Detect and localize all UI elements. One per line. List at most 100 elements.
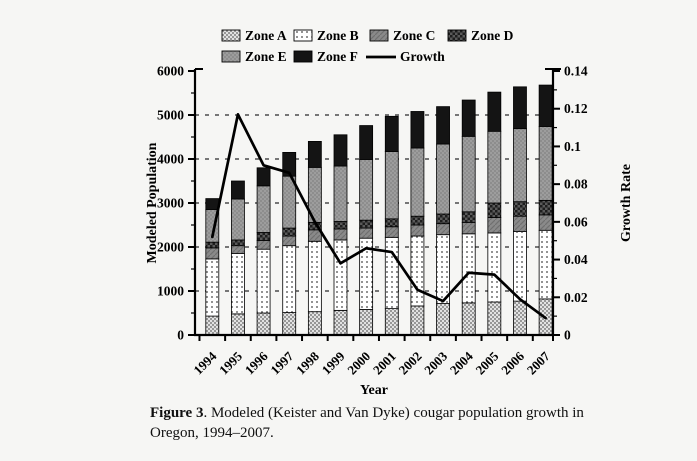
- bar-2003: [436, 106, 450, 336]
- bar-1998-zone-a: [307, 311, 322, 336]
- bar-2003-zone-c: [436, 223, 450, 236]
- bar-2006-zone-f: [513, 86, 527, 130]
- bar-2006-zone-e: [513, 128, 527, 203]
- x-tick-1998: 1998: [293, 348, 322, 377]
- x-tick-2004: 2004: [447, 348, 476, 377]
- bar-1994-zone-a: [205, 315, 220, 336]
- bar-2001-zone-f: [384, 115, 399, 152]
- bar-2000-zone-d: [359, 219, 374, 229]
- left-tick-2000: 2000: [157, 240, 184, 255]
- bar-2005-zone-e: [487, 130, 502, 204]
- bar-2000-zone-a: [359, 309, 374, 336]
- bar-2001: [384, 115, 399, 336]
- legend-label: Zone E: [245, 49, 287, 64]
- bar-2004-zone-b: [461, 233, 476, 304]
- bar-1999-zone-e: [333, 165, 348, 222]
- bar-2005-zone-c: [487, 217, 502, 234]
- bar-1996-zone-a: [256, 312, 271, 336]
- legend: Zone A Zone B Zone C Zone D Zone E Zone F Grow…: [221, 28, 514, 64]
- bar-2003-zone-e: [436, 143, 450, 215]
- bar-2007-zone-e: [538, 126, 553, 201]
- bar-2000-zone-c: [359, 227, 374, 239]
- right-tick-0.04: 0.04: [564, 252, 588, 267]
- bar-2006-zone-c: [513, 215, 527, 232]
- bar-1998-zone-b: [307, 240, 322, 313]
- bar-2002-zone-e: [410, 147, 425, 217]
- bar-1999-zone-a: [333, 309, 348, 336]
- bar-1996: [256, 167, 271, 336]
- legend-item-zone-a: Zone A: [221, 28, 287, 43]
- bar-1995-zone-c: [231, 245, 245, 254]
- bar-2006: [513, 86, 527, 336]
- bar-2002-zone-a: [410, 305, 425, 336]
- bar-1995-zone-d: [231, 239, 245, 247]
- bar-1995-zone-f: [231, 180, 245, 200]
- bar-1998: [307, 140, 322, 336]
- bar-1996-zone-b: [256, 248, 271, 314]
- bar-1999-zone-d: [333, 221, 348, 230]
- bar-1997-zone-d: [282, 227, 297, 237]
- bar-2007-zone-f: [538, 84, 553, 127]
- bar-1997: [282, 151, 297, 336]
- bar-2005-zone-a: [487, 301, 502, 336]
- x-tick-1996: 1996: [242, 348, 271, 377]
- bar-2004-zone-e: [461, 135, 476, 213]
- bar-2006-zone-d: [513, 201, 527, 217]
- bar-2004: [461, 99, 476, 336]
- right-tick-0.12: 0.12: [564, 101, 588, 116]
- x-tick-1997: 1997: [267, 348, 296, 377]
- bar-1994-zone-b: [205, 258, 220, 317]
- bar-2005: [487, 91, 502, 336]
- bar-2001-zone-a: [384, 308, 399, 336]
- bar-1994-zone-d: [205, 241, 220, 249]
- legend-item-zone-f: Zone F: [293, 49, 358, 64]
- bar-1996-zone-d: [256, 232, 271, 241]
- x-tick-2006: 2006: [498, 348, 527, 377]
- bar-2007-zone-b: [538, 229, 553, 300]
- bar-2006-zone-a: [513, 300, 527, 336]
- x-tick-2003: 2003: [421, 348, 450, 377]
- right-tick-0.1: 0.1: [564, 139, 581, 154]
- bar-1995-zone-b: [231, 253, 245, 315]
- bar-2001-zone-d: [384, 218, 399, 228]
- bar-2005-zone-b: [487, 232, 502, 303]
- left-tick-5000: 5000: [157, 108, 184, 123]
- x-tick-2005: 2005: [472, 348, 501, 377]
- legend-item-zone-e: Zone E: [221, 49, 287, 64]
- right-tick-0.02: 0.02: [564, 290, 588, 305]
- bar-2007-zone-d: [538, 199, 553, 216]
- bar-1997-zone-a: [282, 312, 297, 336]
- bar-1996-zone-f: [256, 167, 271, 187]
- left-tick-4000: 4000: [157, 152, 184, 167]
- right-tick-0.08: 0.08: [564, 177, 588, 192]
- legend-label: Zone C: [393, 28, 435, 43]
- bar-2003-zone-d: [436, 213, 450, 225]
- bar-2006-zone-b: [513, 231, 527, 302]
- bar-2001-zone-e: [384, 151, 399, 220]
- x-tick-1999: 1999: [319, 348, 348, 377]
- legend-label: Zone A: [245, 28, 287, 43]
- legend-label: Zone F: [317, 49, 358, 64]
- bar-1997-zone-b: [282, 245, 297, 313]
- x-tick-2001: 2001: [370, 349, 399, 378]
- bar-2002-zone-d: [410, 215, 425, 226]
- legend-item-zone-b: Zone B: [293, 28, 359, 43]
- right-tick-0.14: 0.14: [564, 64, 588, 79]
- bar-1994-zone-f: [205, 198, 220, 211]
- cougar-population-chart: 0 1000 2000 3000 4000 5000 6000 0 0.02 0.04 0.06 0.…: [145, 28, 634, 398]
- legend-label: Growth: [400, 49, 445, 64]
- x-tick-2007: 2007: [524, 348, 553, 377]
- x-tick-1994: 1994: [190, 348, 219, 377]
- bar-1995: [231, 180, 245, 336]
- bar-2001-zone-c: [384, 226, 399, 238]
- bar-1994-zone-c: [205, 247, 220, 260]
- bar-2002-zone-b: [410, 235, 425, 307]
- left-tick-0: 0: [177, 328, 184, 343]
- left-tick-3000: 3000: [157, 196, 184, 211]
- bar-1997-zone-f: [282, 151, 297, 177]
- bar-1997-zone-c: [282, 235, 297, 247]
- legend-label: Zone D: [471, 28, 514, 43]
- bar-2001-zone-b: [384, 236, 399, 310]
- bar-1999: [333, 134, 348, 336]
